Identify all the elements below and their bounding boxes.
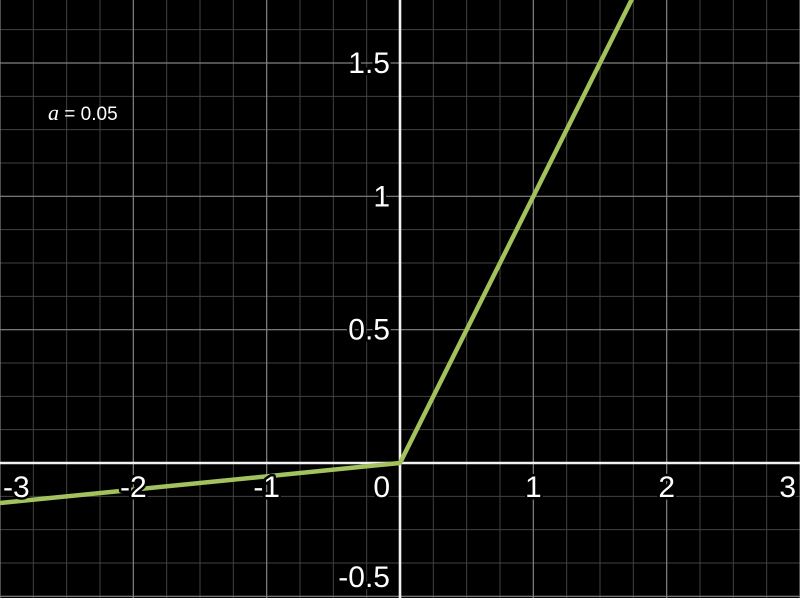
parameter-name: a bbox=[48, 100, 59, 125]
y-tick-label: 1.5 bbox=[348, 47, 390, 80]
y-tick-label: -0.5 bbox=[338, 561, 390, 594]
x-tick-label: -2 bbox=[120, 471, 147, 504]
function-curve[interactable] bbox=[0, 0, 635, 506]
y-tick-label: 0.5 bbox=[348, 314, 390, 347]
x-tick-label: 3 bbox=[779, 471, 796, 504]
parameter-value: = 0.05 bbox=[59, 104, 118, 125]
y-tick-label: 1 bbox=[373, 180, 390, 213]
x-tick-label: 0 bbox=[373, 471, 390, 504]
curves bbox=[0, 0, 635, 506]
x-tick-label: 1 bbox=[525, 471, 542, 504]
x-tick-label: -1 bbox=[253, 471, 280, 504]
parameter-annotation: a = 0.05 bbox=[48, 100, 118, 126]
x-tick-label: -3 bbox=[3, 471, 30, 504]
x-tick-label: 2 bbox=[658, 471, 675, 504]
tick-labels: -3 -2 -1 0 1 2 3 1.5 1 0.5 -0.5 bbox=[1, 45, 799, 597]
